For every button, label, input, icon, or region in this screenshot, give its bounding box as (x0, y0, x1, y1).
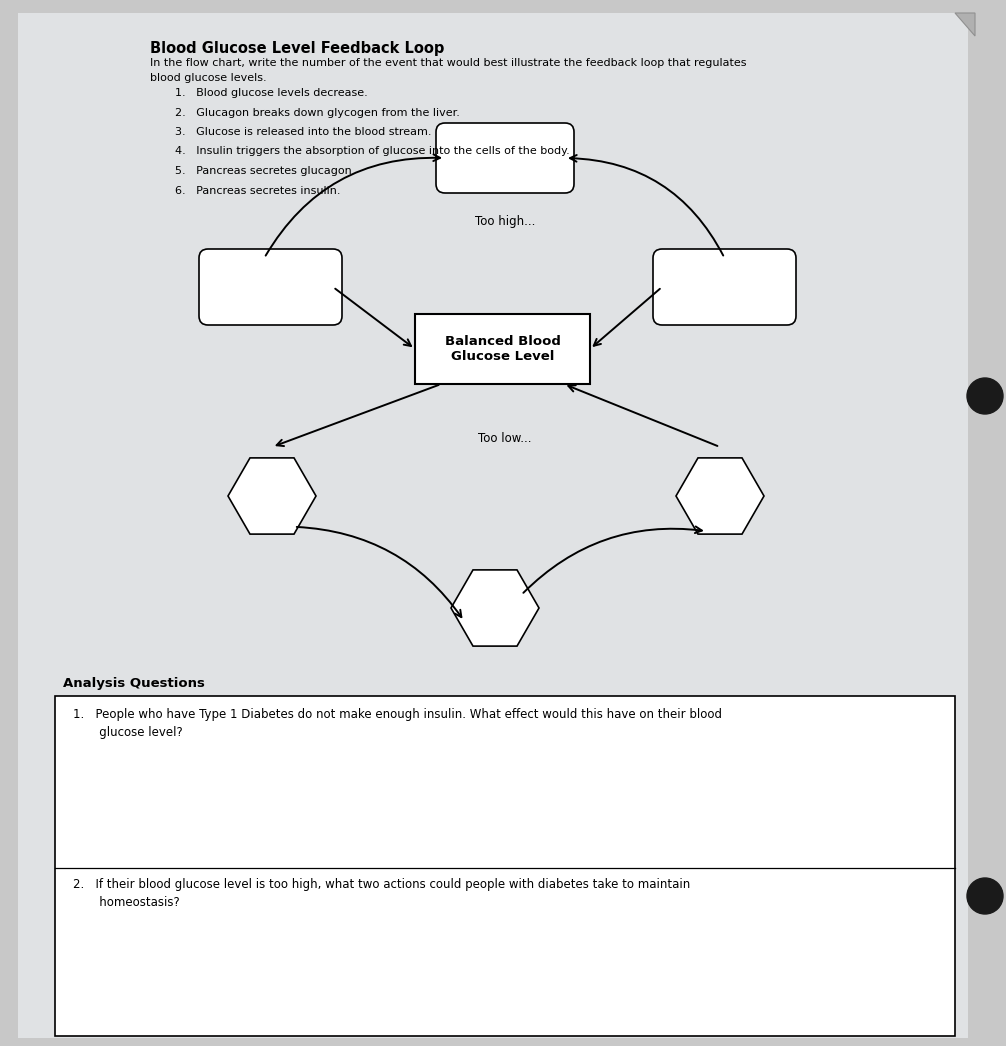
Polygon shape (676, 458, 764, 535)
Text: Too high...: Too high... (475, 214, 535, 227)
FancyBboxPatch shape (199, 249, 342, 325)
Text: 5.   Pancreas secretes glucagon.: 5. Pancreas secretes glucagon. (175, 166, 355, 176)
Text: Too low...: Too low... (478, 432, 532, 445)
Text: 3.   Glucose is released into the blood stream.: 3. Glucose is released into the blood st… (175, 127, 432, 137)
Circle shape (967, 878, 1003, 914)
Bar (415, 314, 590, 384)
Text: blood glucose levels.: blood glucose levels. (150, 73, 267, 83)
FancyBboxPatch shape (436, 123, 574, 194)
Text: 2.   Glucagon breaks down glycogen from the liver.: 2. Glucagon breaks down glycogen from th… (175, 108, 460, 117)
Text: Blood Glucose Level Feedback Loop: Blood Glucose Level Feedback Loop (150, 41, 445, 56)
Text: 4.   Insulin triggers the absorption of glucose into the cells of the body.: 4. Insulin triggers the absorption of gl… (175, 146, 569, 157)
Polygon shape (451, 570, 539, 646)
Circle shape (967, 378, 1003, 414)
Text: Balanced Blood
Glucose Level: Balanced Blood Glucose Level (445, 335, 560, 363)
FancyBboxPatch shape (653, 249, 796, 325)
Polygon shape (228, 458, 316, 535)
Text: 1.   People who have Type 1 Diabetes do not make enough insulin. What effect wou: 1. People who have Type 1 Diabetes do no… (73, 708, 722, 740)
Bar (55, 696, 955, 1036)
Text: 6.   Pancreas secretes insulin.: 6. Pancreas secretes insulin. (175, 185, 340, 196)
Text: Analysis Questions: Analysis Questions (63, 677, 205, 690)
Text: In the flow chart, write the number of the event that would best illustrate the : In the flow chart, write the number of t… (150, 58, 746, 68)
Polygon shape (955, 13, 975, 36)
Text: 1.   Blood glucose levels decrease.: 1. Blood glucose levels decrease. (175, 88, 368, 98)
Text: 2.   If their blood glucose level is too high, what two actions could people wit: 2. If their blood glucose level is too h… (73, 878, 690, 909)
